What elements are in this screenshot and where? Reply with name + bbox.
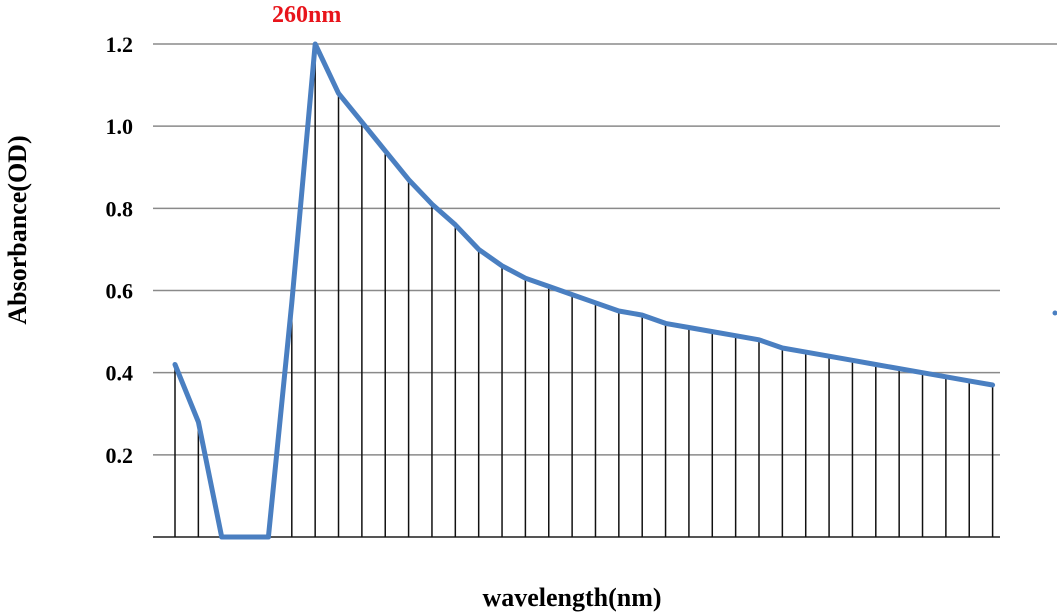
y-tick-label: 0.2 bbox=[106, 443, 134, 468]
y-tick-labels: 0.2 0.4 0.6 0.8 1.0 1.2 bbox=[106, 32, 134, 468]
y-tick-label: 1.2 bbox=[106, 32, 134, 57]
peak-annotation: 260nm bbox=[272, 2, 341, 28]
y-tick-label: 0.8 bbox=[106, 196, 134, 221]
drop-lines bbox=[174, 44, 994, 537]
x-axis-title: wavelength(nm) bbox=[482, 583, 661, 612]
y-tick-label: 0.4 bbox=[106, 361, 134, 386]
y-tick-label: 0.6 bbox=[106, 279, 134, 304]
absorbance-series-line bbox=[172, 41, 996, 540]
y-axis-title: Absorbance(OD) bbox=[3, 135, 32, 324]
stray-point-marker bbox=[1052, 310, 1057, 316]
gridlines bbox=[153, 43, 1057, 538]
y-tick-label: 1.0 bbox=[106, 114, 134, 139]
